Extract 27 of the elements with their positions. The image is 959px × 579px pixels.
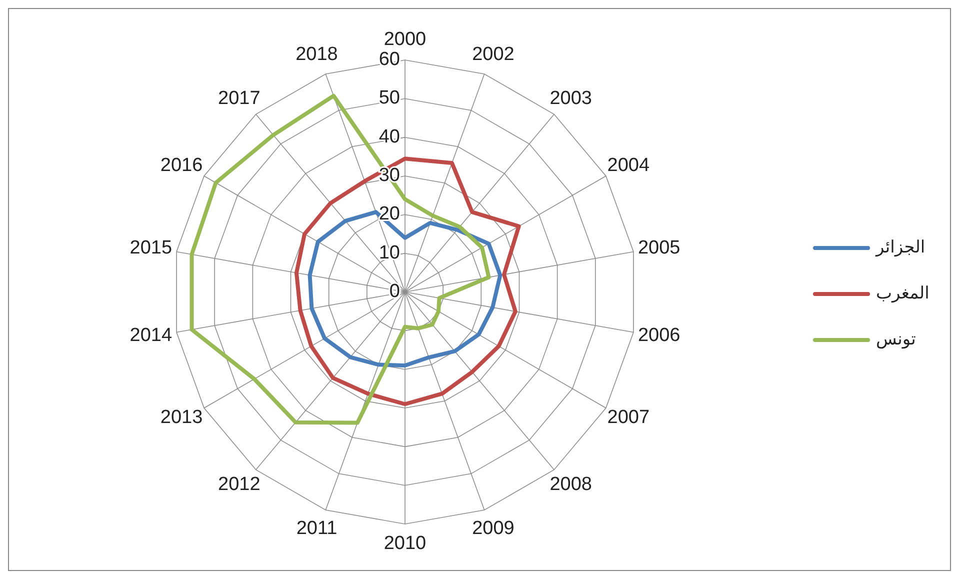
spoke-label: 2008 <box>550 474 592 496</box>
spoke-label: 2014 <box>130 324 172 346</box>
legend-label: تونس <box>876 329 916 350</box>
spoke-label: 2007 <box>607 407 650 428</box>
spoke-label: 2009 <box>472 518 514 539</box>
y-tick-label: 20 <box>378 204 400 225</box>
spoke-label: 2006 <box>638 324 680 346</box>
spoke-label: 2017 <box>218 88 260 109</box>
spoke-label: 2012 <box>218 474 260 496</box>
spoke-label: 2011 <box>296 518 338 539</box>
spoke-label: 2003 <box>550 88 592 109</box>
spoke-label: 2005 <box>638 237 680 258</box>
spoke-label: 2010 <box>384 533 426 554</box>
spoke-label: 2015 <box>130 237 172 258</box>
spoke-label: 2018 <box>296 44 338 66</box>
legend-label: المغرب <box>876 283 930 304</box>
spoke-label: 2000 <box>384 29 426 50</box>
y-tick-label: 0 <box>389 281 400 302</box>
spoke-label: 2002 <box>472 44 514 66</box>
y-tick-label: 60 <box>378 49 400 70</box>
spoke-label: 2013 <box>160 407 203 428</box>
spoke-label: 2004 <box>607 155 650 176</box>
y-tick-label: 10 <box>378 242 400 264</box>
legend-label: الجزائر <box>875 237 926 258</box>
y-tick-label: 40 <box>378 126 400 148</box>
y-tick-label: 50 <box>378 88 400 109</box>
spoke-label: 2016 <box>160 155 203 176</box>
